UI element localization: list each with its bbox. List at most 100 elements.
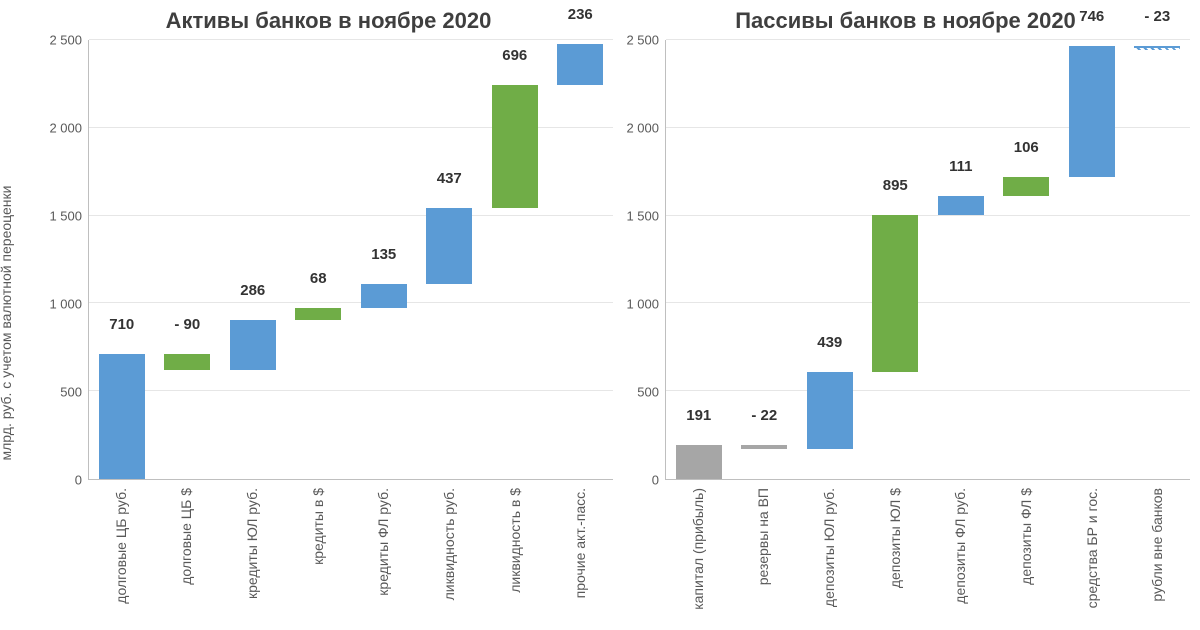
y-tick: 0 xyxy=(652,473,659,488)
bar xyxy=(295,308,341,320)
bar xyxy=(938,196,984,215)
y-tick: 1 500 xyxy=(49,209,82,224)
x-labels: долговые ЦБ руб. долговые ЦБ $ кредиты ЮЛ … xyxy=(88,480,613,630)
bar-slot: 111 xyxy=(928,40,994,479)
bar-slot: 106 xyxy=(994,40,1060,479)
bar-value-label: 111 xyxy=(949,158,972,177)
x-label-slot: прочие акт.-пасс. xyxy=(547,480,613,630)
bar xyxy=(872,215,918,372)
x-tick-label: депозиты ЮЛ руб. xyxy=(821,488,837,607)
x-tick-label: средства БР и гос. xyxy=(1084,488,1100,608)
panels-container: Активы банков в ноябре 202005001 0001 50… xyxy=(40,0,1194,630)
bar-value-label: 191 xyxy=(686,407,711,426)
bars: 191 - 22 439 895 111 106 746- 23 xyxy=(666,40,1190,479)
bar-slot: - 23 xyxy=(1125,40,1191,479)
bar xyxy=(1134,46,1180,50)
x-tick-label: депозиты ФЛ руб. xyxy=(952,488,968,604)
x-tick-label: капитал (прибыль) xyxy=(690,488,706,610)
x-label-slot: депозиты ФЛ руб. xyxy=(928,480,994,630)
bar-value-label: 286 xyxy=(240,282,265,301)
bars: 710- 9028668135437696236 xyxy=(89,40,613,479)
bar-slot: 68 xyxy=(286,40,352,479)
bar xyxy=(676,445,722,479)
bar xyxy=(1069,46,1115,177)
y-tick: 1 000 xyxy=(626,297,659,312)
x-axis-spacer xyxy=(621,480,665,630)
bar-value-label: - 90 xyxy=(174,316,200,335)
bar-value-label: 135 xyxy=(371,246,396,265)
x-axis: капитал (прибыль) резервы на ВП депозиты Ю… xyxy=(621,480,1190,630)
x-tick-label: кредиты в $ xyxy=(310,488,326,565)
x-label-slot: долговые ЦБ $ xyxy=(154,480,220,630)
bar xyxy=(230,320,276,370)
plot-area: 191 - 22 439 895 111 106 746- 23 xyxy=(665,40,1190,480)
bar-value-label: - 23 xyxy=(1144,8,1170,27)
plot-wrap: 05001 0001 5002 0002 500 191 - 22 439 895 111… xyxy=(621,40,1190,480)
x-labels: капитал (прибыль) резервы на ВП депозиты Ю… xyxy=(665,480,1190,630)
plot-area: 710- 9028668135437696236 xyxy=(88,40,613,480)
bar-slot: 710 xyxy=(89,40,155,479)
bar xyxy=(1003,177,1049,196)
x-axis: долговые ЦБ руб. долговые ЦБ $ кредиты ЮЛ … xyxy=(44,480,613,630)
y-axis: 05001 0001 5002 0002 500 xyxy=(44,40,88,480)
bar xyxy=(164,354,210,370)
x-label-slot: депозиты ФЛ $ xyxy=(993,480,1059,630)
x-tick-label: долговые ЦБ $ xyxy=(178,488,194,585)
chart-title: Пассивы банков в ноябре 2020 xyxy=(621,0,1190,40)
bar-slot: 439 xyxy=(797,40,863,479)
x-label-slot: ликвидность руб. xyxy=(416,480,482,630)
bar-value-label: - 22 xyxy=(751,407,777,426)
x-tick-label: ликвидность в $ xyxy=(507,488,523,593)
bar-slot: 895 xyxy=(863,40,929,479)
x-tick-label: рубли вне банков xyxy=(1149,488,1165,602)
bar xyxy=(807,372,853,449)
bar xyxy=(557,44,603,85)
x-tick-label: прочие акт.-пасс. xyxy=(572,488,588,598)
y-tick: 0 xyxy=(75,473,82,488)
bar-slot: 746 xyxy=(1059,40,1125,479)
bar-slot: 437 xyxy=(417,40,483,479)
x-tick-label: депозиты ФЛ $ xyxy=(1018,488,1034,585)
x-label-slot: депозиты ЮЛ руб. xyxy=(796,480,862,630)
bar-slot: 191 xyxy=(666,40,732,479)
y-axis: 05001 0001 5002 0002 500 xyxy=(621,40,665,480)
x-axis-spacer xyxy=(44,480,88,630)
x-tick-label: долговые ЦБ руб. xyxy=(113,488,129,604)
x-tick-label: кредиты ФЛ руб. xyxy=(375,488,391,596)
x-tick-label: ликвидность руб. xyxy=(441,488,457,600)
y-tick: 2 500 xyxy=(626,33,659,48)
panel-1: Пассивы банков в ноябре 202005001 0001 5… xyxy=(617,0,1194,630)
bar-slot: 696 xyxy=(482,40,548,479)
x-label-slot: кредиты ЮЛ руб. xyxy=(219,480,285,630)
x-label-slot: ликвидность в $ xyxy=(482,480,548,630)
x-label-slot: кредиты в $ xyxy=(285,480,351,630)
page: млрд. руб. с учетом валютной переоценки … xyxy=(0,0,1200,630)
x-label-slot: резервы на ВП xyxy=(731,480,797,630)
bar-value-label: 439 xyxy=(817,334,842,353)
bar-value-label: 106 xyxy=(1014,139,1039,158)
x-label-slot: долговые ЦБ руб. xyxy=(88,480,154,630)
bar-value-label: 746 xyxy=(1079,8,1104,27)
panel-0: Активы банков в ноябре 202005001 0001 50… xyxy=(40,0,617,630)
bar-value-label: 696 xyxy=(502,47,527,66)
x-label-slot: депозиты ЮЛ $ xyxy=(862,480,928,630)
x-tick-label: депозиты ЮЛ $ xyxy=(887,488,903,588)
bar-value-label: 895 xyxy=(883,177,908,196)
bar-slot: - 22 xyxy=(732,40,798,479)
x-tick-label: кредиты ЮЛ руб. xyxy=(244,488,260,599)
plot-wrap: 05001 0001 5002 0002 500 710 - 90 286 68 135 4… xyxy=(44,40,613,480)
y-tick: 2 000 xyxy=(626,121,659,136)
y-tick: 500 xyxy=(60,385,82,400)
x-label-slot: капитал (прибыль) xyxy=(665,480,731,630)
bar-value-label: 710 xyxy=(109,316,134,335)
x-label-slot: средства БР и гос. xyxy=(1059,480,1125,630)
bar-value-label: 437 xyxy=(437,170,462,189)
bar xyxy=(426,208,472,285)
x-tick-label: резервы на ВП xyxy=(755,488,771,585)
bar xyxy=(741,445,787,449)
y-axis-label: млрд. руб. с учетом валютной переоценки xyxy=(0,186,14,461)
chart-title: Активы банков в ноябре 2020 xyxy=(44,0,613,40)
bar-slot: 286 xyxy=(220,40,286,479)
bar xyxy=(361,284,407,308)
bar xyxy=(99,354,145,479)
